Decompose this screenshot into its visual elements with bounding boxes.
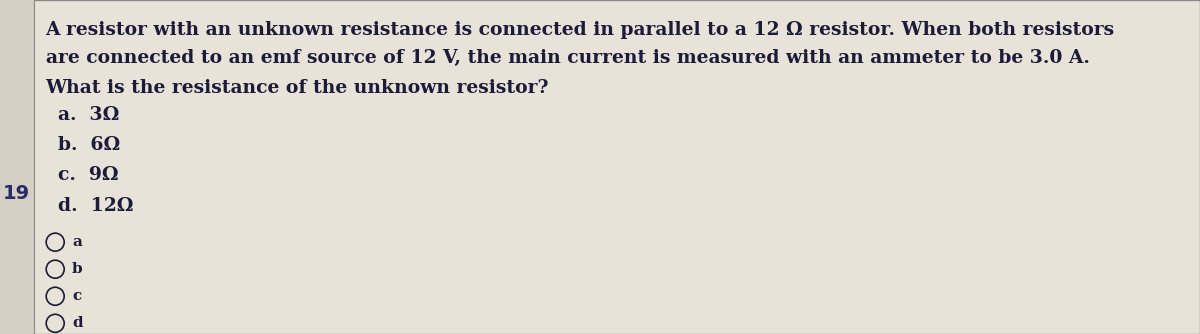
Text: A resistor with an unknown resistance is connected in parallel to a 12 Ω resisto: A resistor with an unknown resistance is…	[46, 21, 1115, 39]
Text: a: a	[72, 235, 82, 249]
Text: d.  12Ω: d. 12Ω	[58, 197, 133, 215]
Text: c: c	[72, 289, 82, 303]
Text: What is the resistance of the unknown resistor?: What is the resistance of the unknown re…	[46, 78, 550, 97]
Text: 19: 19	[4, 184, 30, 203]
Text: d: d	[72, 316, 83, 330]
Text: c.  9Ω: c. 9Ω	[58, 166, 119, 184]
Text: a.  3Ω: a. 3Ω	[58, 106, 119, 124]
Text: b: b	[72, 262, 83, 276]
Text: are connected to an emf source of 12 V, the main current is measured with an amm: are connected to an emf source of 12 V, …	[46, 49, 1090, 67]
Text: b.  6Ω: b. 6Ω	[58, 136, 120, 154]
Bar	[0, 0, 34, 334]
